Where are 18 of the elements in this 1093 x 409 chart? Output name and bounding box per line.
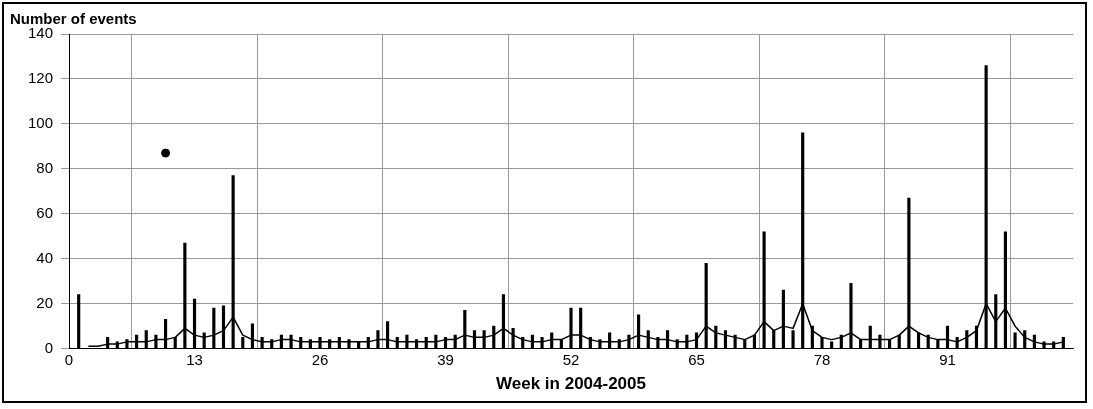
y-tick-label: 20 — [36, 293, 54, 311]
y-tick-label: 0 — [44, 338, 54, 356]
x-tick-label: 78 — [813, 350, 831, 368]
y-tick-label: 120 — [28, 69, 54, 87]
y-tick-label: 140 — [28, 24, 54, 42]
x-tick-label: 91 — [939, 350, 956, 368]
y-tick-label: 100 — [28, 114, 54, 132]
x-tick-label: 26 — [311, 350, 329, 368]
x-tick-label: 0 — [64, 350, 74, 368]
y-tick-label: 60 — [36, 203, 54, 221]
x-tick-label: 65 — [688, 350, 705, 368]
x-tick-label: 52 — [562, 350, 580, 368]
x-tick-label: 13 — [186, 350, 203, 368]
y-tick-label: 80 — [36, 158, 54, 176]
x-tick-label: 39 — [437, 350, 454, 368]
x-axis-title: Week in 2004-2005 — [496, 374, 646, 394]
y-axis-title: Number of events — [10, 9, 137, 27]
y-tick-label: 40 — [36, 248, 54, 266]
